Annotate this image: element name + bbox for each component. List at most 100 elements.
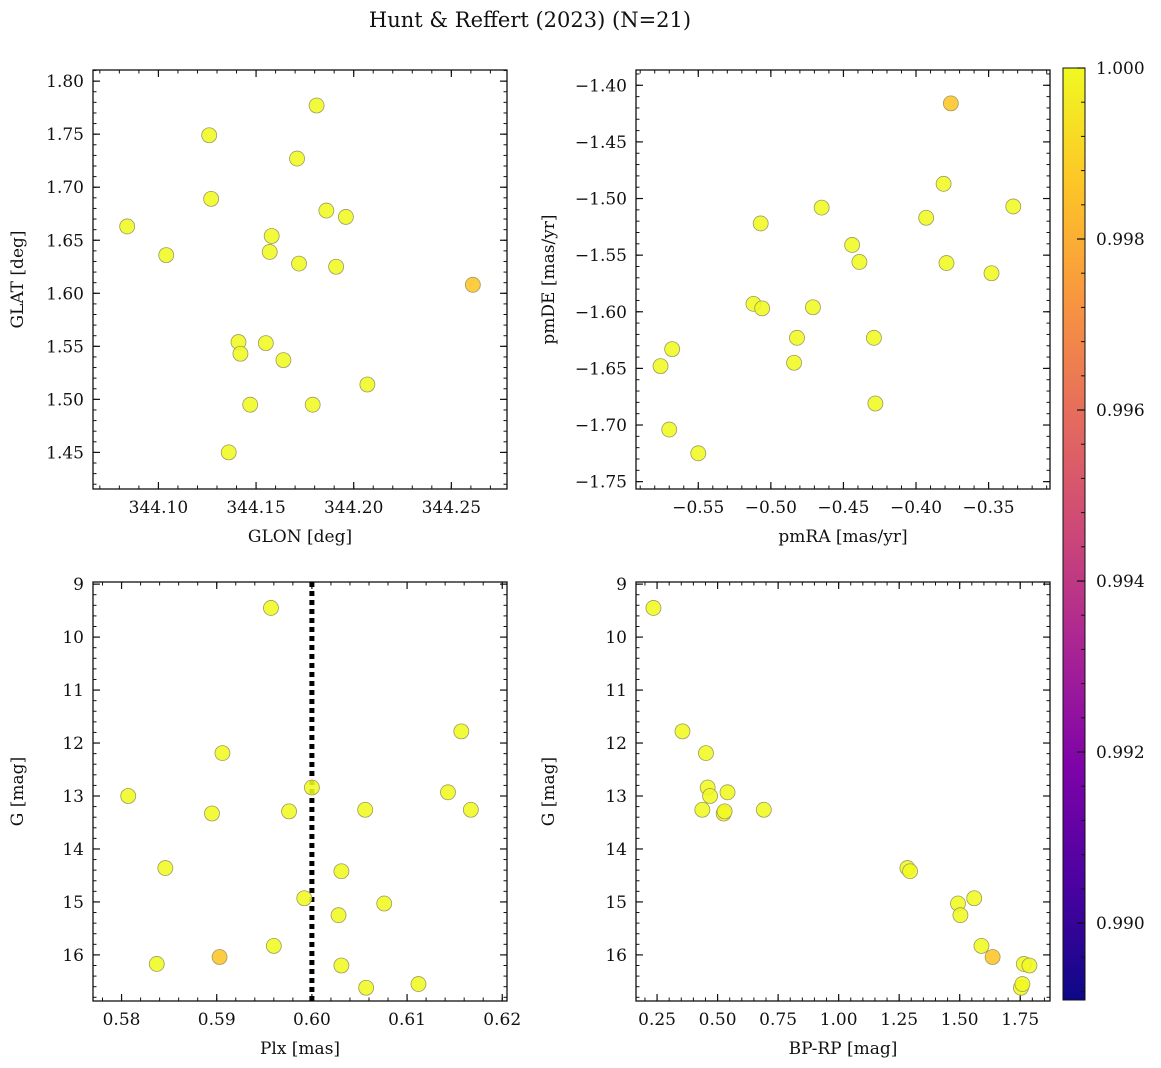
data-point	[813, 199, 830, 216]
data-point	[902, 863, 918, 880]
y-tick-label: 1.80	[46, 72, 84, 92]
y-tick-label: 15	[62, 893, 84, 913]
data-point	[694, 801, 711, 818]
y-axis-label: GLAT [deg]	[8, 230, 28, 328]
colorbar-gradient	[1062, 67, 1086, 1001]
plot-frame	[635, 581, 1051, 1002]
data-point	[211, 949, 228, 965]
data-point	[201, 127, 218, 144]
y-tick-label: −1.55	[575, 246, 627, 266]
data-point	[281, 803, 297, 820]
y-tick-label: 1.65	[46, 231, 84, 251]
data-point	[719, 784, 736, 801]
y-axis-label: pmDE [mas/yr]	[539, 214, 559, 344]
y-tick-label: 9	[73, 575, 84, 595]
data-point	[716, 803, 733, 820]
y-tick-label: −1.65	[575, 359, 627, 379]
y-tick-label: −1.40	[575, 76, 627, 96]
x-tick-label: 344.15	[226, 498, 285, 518]
x-tick-label: 344.25	[422, 498, 481, 518]
plot-frame	[92, 581, 508, 1002]
x-axis-label: GLON [deg]	[248, 527, 352, 547]
y-tick-label: 16	[605, 946, 627, 966]
data-point	[148, 956, 165, 972]
x-tick-label: 0.50	[699, 1010, 737, 1030]
data-point	[410, 976, 427, 992]
colorbar-tick-label: 1.000	[1096, 59, 1145, 79]
x-tick-label: 0.75	[759, 1010, 797, 1030]
data-point	[942, 95, 959, 112]
y-tick-label: 1.70	[46, 178, 84, 198]
data-point	[702, 788, 718, 804]
colorbar: 0.990 0.992 0.994 0.996 0.998 1.000	[1062, 59, 1145, 1001]
x-tick-label: 0.25	[638, 1010, 676, 1030]
data-point	[296, 890, 313, 907]
panel-pmra-pmde: −0.55 −0.50 −0.45 −0.40 −0.35 −1.75 −1.70 −1.65…	[539, 69, 1051, 547]
data-point	[303, 779, 320, 796]
data-point	[263, 600, 279, 616]
figure-title: Hunt & Reffert (2023) (N=21)	[369, 8, 691, 32]
data-point	[966, 890, 983, 907]
x-axis-label: pmRA [mas/yr]	[778, 527, 907, 547]
data-point	[938, 255, 955, 271]
x-tick-label: 0.58	[103, 1010, 141, 1030]
colorbar-tick-label: 0.998	[1096, 230, 1145, 250]
data-point	[755, 801, 772, 818]
y-tick-label: 1.50	[46, 390, 84, 410]
data-point	[698, 745, 714, 761]
x-tick-label: −0.45	[817, 498, 869, 518]
y-tick-label: 13	[605, 787, 627, 807]
data-point	[357, 801, 374, 818]
panel-glon-glat: 344.10 344.15 344.20 344.25 1.45 1.50 1.55 1.60…	[8, 69, 508, 547]
data-point	[1021, 957, 1038, 974]
data-point	[220, 444, 237, 461]
y-tick-label: 13	[62, 787, 84, 807]
y-tick-label: 12	[605, 734, 627, 754]
x-tick-label: −0.55	[672, 498, 724, 518]
x-tick-label: 1.50	[941, 1010, 979, 1030]
data-point	[358, 979, 375, 996]
data-point	[119, 218, 136, 235]
y-tick-label: 11	[62, 681, 84, 701]
data-point	[203, 190, 220, 207]
data-point	[440, 784, 456, 801]
y-axis-label: G [mag]	[8, 757, 28, 826]
data-point	[261, 244, 278, 260]
data-point	[983, 265, 1000, 282]
data-point	[1014, 976, 1031, 992]
data-point	[844, 237, 861, 253]
x-tick-label: 344.10	[129, 498, 188, 518]
data-point	[242, 396, 259, 413]
colorbar-tick-label: 0.990	[1096, 914, 1145, 934]
x-tick-label: 1.25	[880, 1010, 918, 1030]
x-tick-label: −0.40	[890, 498, 942, 518]
data-point	[973, 938, 990, 954]
y-tick-label: −1.75	[575, 473, 627, 493]
data-point	[866, 329, 882, 346]
data-point	[918, 209, 935, 226]
data-point	[289, 150, 305, 167]
y-tick-label: 1.75	[46, 125, 84, 145]
y-tick-label: 10	[62, 628, 84, 648]
x-tick-label: −0.50	[745, 498, 797, 518]
y-tick-label: −1.50	[575, 190, 627, 210]
panel-plx-g: 0.58 0.59 0.60 0.61 0.62 9 10 11 12 13 14 15 16 Plx […	[8, 575, 521, 1059]
x-tick-label: −0.35	[963, 498, 1015, 518]
y-tick-label: −1.70	[575, 416, 627, 436]
data-point	[318, 202, 335, 219]
y-tick-label: 1.45	[46, 443, 84, 463]
x-tick-label: 0.60	[293, 1010, 331, 1030]
colorbar-tick-label: 0.996	[1096, 401, 1145, 421]
data-point	[158, 247, 175, 264]
y-tick-label: 14	[62, 840, 84, 860]
data-point	[376, 895, 393, 912]
colorbar-ticks: 0.990 0.992 0.994 0.996 0.998 1.000	[1077, 59, 1145, 992]
x-axis-label: Plx [mas]	[260, 1039, 340, 1059]
data-point	[157, 860, 174, 876]
y-tick-label: 10	[605, 628, 627, 648]
data-point	[754, 300, 771, 317]
data-point	[690, 445, 707, 462]
data-point	[851, 254, 868, 270]
plot-frame	[92, 69, 508, 490]
data-point	[952, 907, 969, 924]
